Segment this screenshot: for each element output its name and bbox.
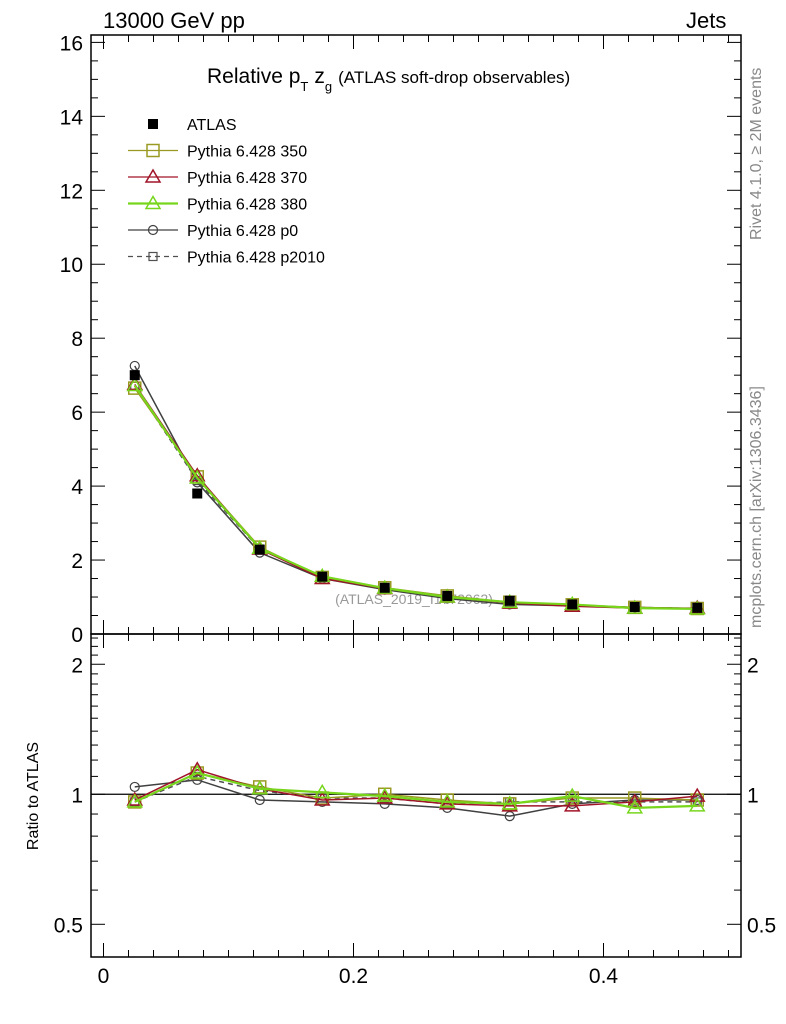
header-left: 13000 GeV pp: [103, 8, 245, 33]
series-pythia-6-428-380-ratio-point: [688, 797, 706, 812]
series-pythia-6-428-380-ratio-line: [134, 771, 698, 809]
series-pythia-6-428-380-ratio-point: [126, 793, 144, 808]
legend-label: ATLAS: [187, 117, 237, 134]
main-series-layer: [126, 360, 706, 616]
ratio-y-tick-label-left: 2: [71, 654, 83, 677]
series-pythia-6-428-p2010-line: [134, 385, 698, 610]
series-pythia-6-428-370-ratio-point: [188, 761, 206, 776]
ratio-y-tick-label-left: 1: [71, 784, 83, 807]
legend-item: Pythia 6.428 p0: [128, 223, 298, 240]
ratio-y-axis-label: Ratio to ATLAS: [25, 742, 42, 850]
legend-item: Pythia 6.428 370: [128, 168, 307, 187]
main-y-tick-label: 0: [71, 624, 83, 647]
series-pythia-6-428-380-ratio-point: [626, 799, 644, 814]
series-pythia-6-428-380-point: [188, 469, 206, 484]
legend-label: Pythia 6.428 380: [187, 197, 307, 214]
main-y-tick-label: 8: [71, 328, 83, 351]
series-pythia-6-428-380-ratio-point: [376, 787, 394, 802]
ratio-series-layer: [126, 761, 706, 822]
main-y-tick-label: 4: [71, 476, 83, 499]
series-atlas-point: [129, 370, 140, 381]
series-pythia-6-428-380-ratio-point: [313, 783, 331, 799]
series-atlas-main: [129, 370, 703, 613]
main-y-tick-label: 6: [71, 402, 83, 425]
legend-item: Pythia 6.428 350: [128, 144, 307, 161]
ratio-y-axis: 0.5 0.5 1 1 2 2 Ratio to ATLAS: [25, 637, 776, 937]
main-y-tick-label: 16: [60, 32, 83, 55]
ratio-y-tick-label-right: 0.5: [747, 914, 776, 937]
main-y-tick-label: 14: [60, 106, 84, 129]
series-atlas-point: [442, 590, 453, 601]
legend-marker: [148, 119, 158, 129]
series-pythia-6-428-380-main: [126, 377, 706, 615]
legend-marker: [148, 251, 158, 262]
header-right: Jets: [686, 8, 727, 33]
main-y-axis: 0 2 4 6 8 10 12 14 16: [60, 32, 741, 647]
series-pythia-6-428-380-ratio-point: [563, 787, 581, 802]
ratio-y-tick-label-right: 1: [747, 784, 759, 807]
series-pythia-6-428-370-ratio-point: [563, 797, 581, 812]
series-atlas-point: [254, 544, 265, 555]
series-pythia-6-428-p0-ratio-point: [129, 781, 140, 793]
chart-title: Relative pT zg (ATLAS soft-drop observable…: [207, 65, 570, 94]
series-atlas-point: [317, 571, 328, 582]
series-pythia-6-428-380-ratio-point: [438, 793, 456, 808]
ratio-y-tick-label-left: 0.5: [54, 914, 83, 937]
x-axis: 0 0.2 0.4: [98, 35, 729, 988]
x-tick-label: 0.2: [339, 965, 368, 988]
x-tick-label: 0: [98, 965, 110, 988]
series-pythia-6-428-350-ratio-point: [628, 791, 642, 805]
series-pythia-6-428-p0-ratio-point: [504, 811, 515, 822]
series-pythia-6-428-380-ratio-point: [251, 780, 269, 795]
series-pythia-6-428-380-point: [126, 377, 144, 392]
ratio-y-tick-label-right: 2: [747, 654, 759, 677]
series-pythia-6-428-370-ratio-point: [688, 787, 706, 802]
series-pythia-6-428-370-line: [134, 383, 698, 609]
series-pythia-6-428-370-ratio-point: [313, 791, 331, 806]
series-atlas-point: [692, 602, 703, 613]
series-pythia-6-428-380-ratio: [126, 764, 706, 814]
series-pythia-6-428-350-line: [134, 387, 698, 610]
series-pythia-6-428-p0-ratio-point: [379, 798, 390, 809]
legend-label: Pythia 6.428 p2010: [187, 250, 325, 267]
series-atlas-point: [567, 599, 578, 610]
legend-marker: [147, 224, 159, 236]
series-pythia-6-428-370-main: [126, 375, 706, 614]
series-atlas-point: [629, 602, 640, 613]
series-atlas-point: [192, 488, 203, 499]
legend-marker: [146, 143, 160, 158]
legend-marker: [144, 168, 162, 183]
main-y-tick-label: 12: [60, 180, 83, 203]
series-pythia-6-428-380-ratio-point: [501, 795, 519, 810]
series-pythia-6-428-370-ratio-point: [126, 791, 144, 806]
legend-marker: [144, 195, 162, 210]
series-pythia-6-428-380-ratio-point: [188, 764, 206, 779]
x-tick-label: 0.4: [589, 965, 619, 988]
main-y-tick-label: 2: [71, 550, 83, 573]
legend-item: Pythia 6.428 p2010: [128, 250, 325, 267]
legend-item: ATLAS: [148, 117, 237, 134]
legend-label: Pythia 6.428 p0: [187, 223, 298, 240]
series-pythia-6-428-380-line: [133, 384, 698, 610]
series-pythia-6-428-p0-main: [129, 360, 703, 614]
series-pythia-6-428-370-ratio-line: [134, 768, 698, 807]
series-pythia-6-428-p0-line: [134, 365, 698, 610]
series-atlas-point: [379, 582, 390, 593]
ratio-frame: [90, 633, 742, 958]
legend-label: Pythia 6.428 370: [187, 170, 307, 187]
legend: ATLAS Pythia 6.428 350 Pythia 6.428 370 Pyt…: [128, 117, 325, 267]
legend-item: Pythia 6.428 380: [128, 195, 307, 214]
legend-label: Pythia 6.428 350: [187, 144, 307, 161]
main-y-tick-label: 10: [60, 254, 83, 277]
series-atlas-point: [504, 595, 515, 606]
chart-title-text: Relative pT zg (ATLAS soft-drop observable…: [207, 65, 570, 94]
series-pythia-6-428-p0-ratio-point: [254, 794, 265, 806]
